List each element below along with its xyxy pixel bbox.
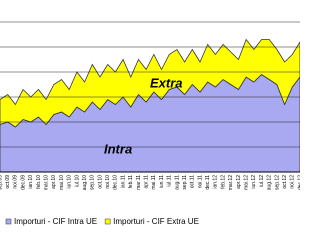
x-tick-label: dec.11 xyxy=(205,175,211,190)
x-tick-label: sep.12 xyxy=(274,175,280,190)
x-tick-label: oct.09 xyxy=(5,175,11,189)
x-tick-label: mai.10 xyxy=(59,175,65,190)
x-tick-label: mai.11 xyxy=(151,175,157,190)
chart: Extra Intra sep.09 oct.09 noi.09 dec.09 ian.… xyxy=(0,21,300,226)
x-tick-label: aug.12 xyxy=(267,175,273,191)
x-tick-label: sep.11 xyxy=(182,175,188,190)
x-tick-label: noi.11 xyxy=(197,175,203,188)
x-tick-label: ian.12 xyxy=(213,175,219,189)
legend-swatch xyxy=(104,218,111,225)
x-tick-label: aug.10 xyxy=(82,175,88,191)
x-tick-label: apr.10 xyxy=(51,175,57,189)
x-tick-label: iun.12 xyxy=(251,175,257,189)
x-tick-label: feb.11 xyxy=(128,175,134,189)
x-tick-label: ian.11 xyxy=(120,175,126,188)
x-tick-label: oct.11 xyxy=(190,175,196,188)
x-tick-label: dec.09 xyxy=(20,175,26,190)
annotation: Extra xyxy=(150,75,183,90)
legend-label: Importuri - CIF Intra UE xyxy=(14,217,97,226)
x-tick-label: dec.10 xyxy=(113,175,119,190)
x-tick-label: mar.11 xyxy=(136,175,142,190)
x-tick-label: feb.10 xyxy=(36,175,42,189)
annotation: Intra xyxy=(104,141,132,156)
x-tick-label: ian.10 xyxy=(28,175,34,189)
x-tick-label: mar.12 xyxy=(228,175,234,191)
x-tick-label: mai.12 xyxy=(243,175,249,190)
x-tick-label: iul.11 xyxy=(167,175,173,187)
x-tick-label: mar.10 xyxy=(43,175,49,191)
x-tick-label: noi.12 xyxy=(290,175,296,189)
x-tick-label: iun.10 xyxy=(67,175,73,189)
x-tick-label: dec.12 xyxy=(297,175,300,190)
area xyxy=(0,38,300,128)
x-tick-label: iun.11 xyxy=(159,175,165,188)
x-tick-label: noi.10 xyxy=(105,175,111,189)
x-tick-label: iul.10 xyxy=(74,175,80,187)
x-tick-label: sep.10 xyxy=(90,175,96,190)
x-tick-label: aug.11 xyxy=(174,175,180,190)
legend-label: Importuri - CIF Extra UE xyxy=(113,217,199,226)
legend-swatch xyxy=(5,218,12,225)
x-tick-label: apr.12 xyxy=(236,175,242,189)
x-tick-label: sep.09 xyxy=(0,175,3,190)
x-tick-label: iul.12 xyxy=(259,175,265,187)
x-tick-label: noi.09 xyxy=(13,175,19,189)
x-tick-label: apr.11 xyxy=(143,175,149,189)
x-tick-label: oct.10 xyxy=(97,175,103,189)
x-tick-label: oct.12 xyxy=(282,175,288,189)
x-tick-label: feb.12 xyxy=(220,175,226,189)
